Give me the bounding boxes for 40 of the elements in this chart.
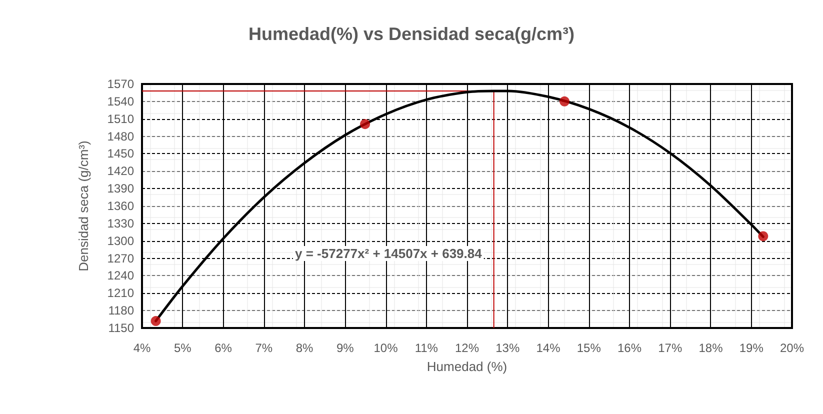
x-tick-label: 9% xyxy=(336,341,354,355)
annotation: y = -57277x² + 14507x + 639.84 xyxy=(295,246,483,261)
x-tick-label: 6% xyxy=(214,341,232,355)
point xyxy=(560,96,570,106)
x-tick-label: 20% xyxy=(780,341,804,355)
y-tick-label: 1420 xyxy=(107,164,134,178)
x-tick-label: 5% xyxy=(174,341,192,355)
y-tick-label: 1510 xyxy=(107,112,134,126)
x-axis-title: Humedad (%) xyxy=(426,359,508,374)
x-tick-label: 14% xyxy=(536,341,561,355)
point xyxy=(758,231,768,242)
x-tick-label: 13% xyxy=(496,341,520,355)
x-tick-label: 8% xyxy=(296,341,314,355)
x-tick-label: 11% xyxy=(414,341,438,355)
x-tick-label: 16% xyxy=(617,341,642,355)
chart-title: Humedad(%) vs Densidad seca(g/cm³) xyxy=(248,24,575,44)
y-tick-label: 1570 xyxy=(107,77,134,91)
y-tick-label: 1360 xyxy=(107,199,134,213)
x-tick-label: 7% xyxy=(255,341,273,355)
x-tick-label: 10% xyxy=(374,341,398,355)
point xyxy=(360,119,370,130)
y-tick-label: 1240 xyxy=(107,268,134,283)
point xyxy=(150,316,161,326)
x-tick-label: 19% xyxy=(739,341,764,355)
y-tick-label: 1480 xyxy=(107,129,134,144)
x-tick-label: 17% xyxy=(658,341,682,355)
y-tick-label: 1180 xyxy=(108,304,134,318)
y-tick-label: 1150 xyxy=(108,321,134,335)
y-tick-label: 1210 xyxy=(107,286,134,300)
y-tick-label: 1450 xyxy=(107,146,134,161)
y-tick-label: 1540 xyxy=(107,94,134,108)
x-tick-label: 12% xyxy=(454,341,480,355)
x-tick-label: 4% xyxy=(133,341,151,355)
y-tick-label: 1270 xyxy=(107,251,134,266)
y-tick-label: 1330 xyxy=(107,216,134,230)
y-axis-title: Densidad seca (g/cm³) xyxy=(76,140,91,272)
x-tick-label: 18% xyxy=(698,341,724,355)
x-tick-label: 15% xyxy=(576,341,602,355)
y-tick-label: 1300 xyxy=(107,234,134,248)
y-tick-label: 1390 xyxy=(107,182,134,196)
